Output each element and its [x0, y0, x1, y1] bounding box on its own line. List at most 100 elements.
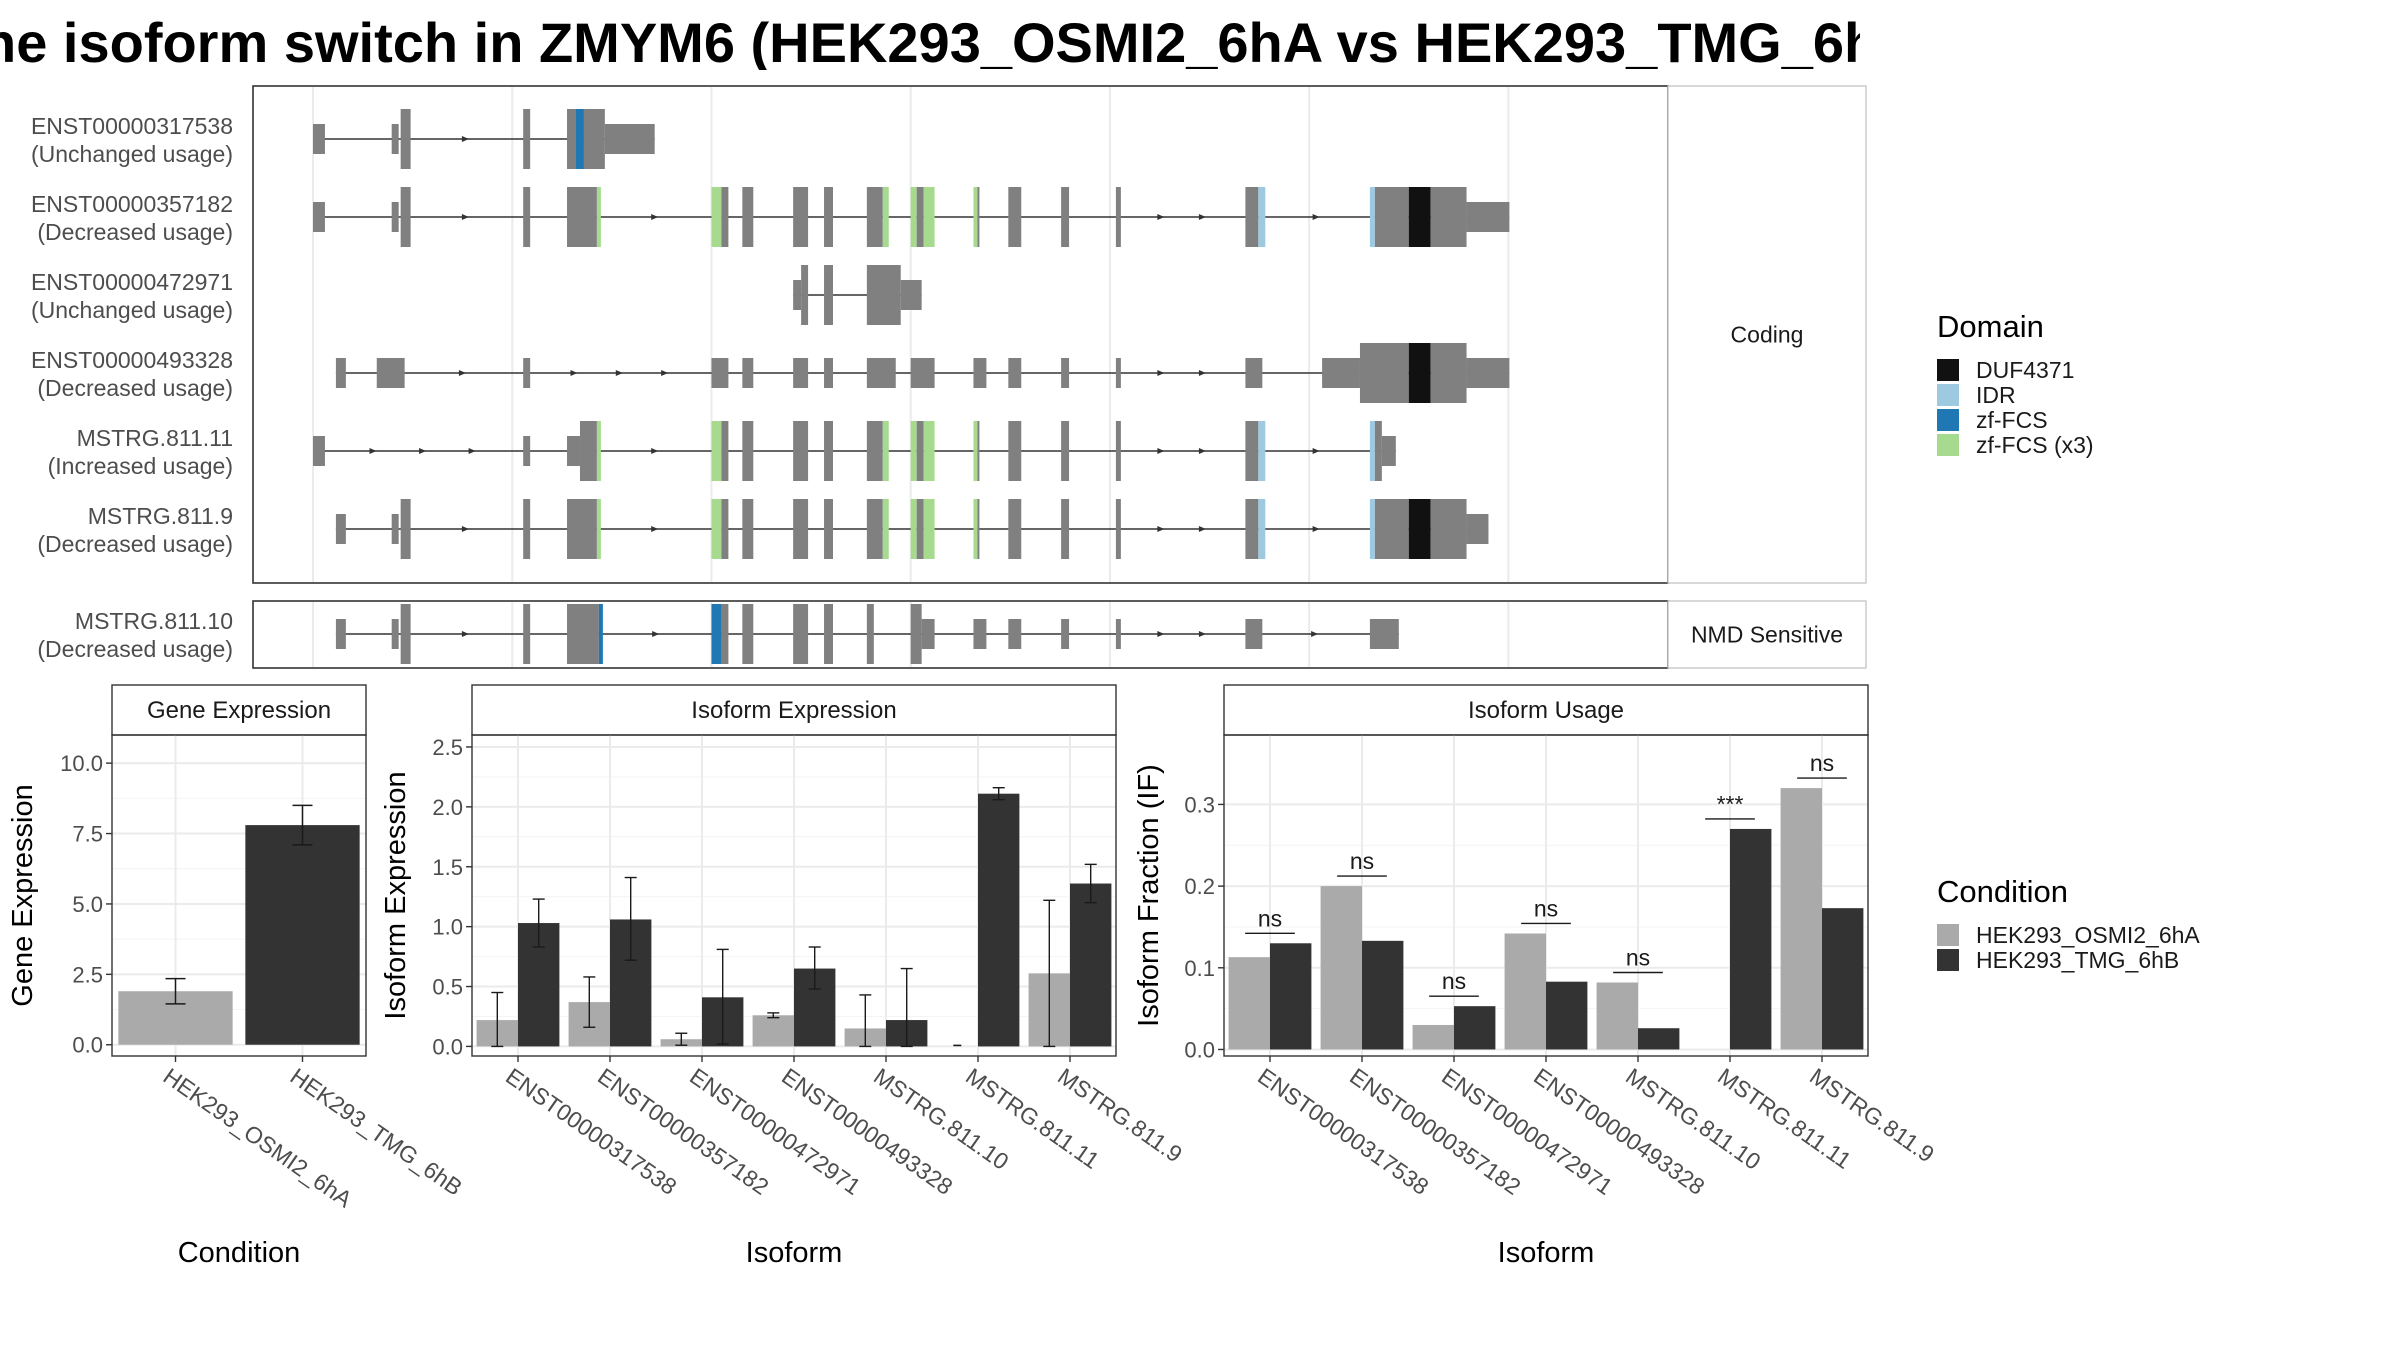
bar — [1228, 957, 1270, 1050]
exon-block — [1245, 421, 1259, 481]
transcript-row: ENST00000357182(Decreased usage) — [31, 187, 1510, 247]
exon-block — [866, 187, 883, 247]
exon-block — [824, 187, 833, 247]
exon-block — [793, 280, 802, 310]
transcript-id: MSTRG.811.11 — [77, 425, 233, 451]
exon-block — [742, 358, 754, 388]
exon-block — [882, 187, 889, 247]
legend-label: IDR — [1976, 382, 2016, 408]
exon-block — [1008, 421, 1022, 481]
exon-block — [910, 358, 935, 388]
exon-block — [866, 421, 883, 481]
exon-block — [923, 499, 935, 559]
direction-arrow — [1198, 631, 1206, 637]
significance-label: *** — [1717, 791, 1744, 817]
exon-block — [400, 604, 411, 664]
legend-title: Condition — [1937, 874, 2068, 909]
exon-block — [400, 109, 411, 169]
exon-block — [711, 358, 729, 388]
transcript-status: (Decreased usage) — [37, 219, 233, 245]
exon-block — [1369, 421, 1375, 481]
exon-block — [391, 202, 399, 232]
exon-block — [1008, 619, 1022, 649]
exon-block — [793, 499, 809, 559]
bar — [1362, 940, 1404, 1050]
x-tick-label: ENST00000317538 — [501, 1063, 681, 1200]
exon-block — [313, 436, 325, 466]
exon-block — [579, 421, 597, 481]
exon-block — [711, 499, 722, 559]
exon-block — [977, 187, 980, 247]
y-tick-label: 2.5 — [432, 735, 463, 760]
exon-block — [1245, 187, 1259, 247]
exon-block — [1008, 358, 1022, 388]
exon-block — [1466, 514, 1489, 544]
exon-block — [921, 619, 935, 649]
exon-block — [973, 499, 978, 559]
panel-title: Isoform Usage — [1468, 697, 1624, 724]
transcript-status: (Increased usage) — [48, 453, 233, 479]
exon-block — [866, 604, 874, 664]
coding-strip — [1667, 85, 1867, 584]
direction-arrow — [468, 448, 476, 454]
transcript-status: (Decreased usage) — [37, 636, 233, 662]
x-axis-title: Isoform — [746, 1237, 843, 1269]
bar-panel: Gene ExpressionHEK293_OSMI2_6hAHEK293_TM… — [7, 684, 467, 1269]
exon-block — [1258, 187, 1266, 247]
exon-block — [604, 124, 655, 154]
bar — [1638, 1028, 1680, 1050]
exon-block — [923, 187, 935, 247]
exon-block — [793, 358, 809, 388]
transcript-id: ENST00000317538 — [31, 113, 233, 139]
transcript-id: ENST00000493328 — [31, 347, 233, 373]
exon-block — [916, 187, 924, 247]
exon-block — [973, 619, 987, 649]
exon-block — [711, 604, 722, 664]
panel-frame — [111, 734, 367, 1057]
exon-block — [1369, 499, 1375, 559]
x-tick-label: ENST00000493328 — [1529, 1063, 1709, 1200]
y-axis-title: Isoform Fraction (IF) — [1133, 764, 1165, 1027]
bar — [1822, 908, 1864, 1050]
bar — [752, 1015, 794, 1047]
exon-block — [1408, 187, 1431, 247]
exon-block — [391, 619, 399, 649]
significance-label: ns — [1442, 968, 1466, 994]
exon-block — [742, 499, 754, 559]
direction-arrow — [461, 214, 469, 220]
legend-swatch — [1937, 924, 1959, 946]
transcript-status: (Unchanged usage) — [31, 297, 233, 323]
direction-arrow — [615, 370, 623, 376]
direction-arrow — [1198, 448, 1206, 454]
exon-block — [711, 187, 722, 247]
exon-block — [824, 604, 833, 664]
exon-block — [523, 109, 531, 169]
exon-block — [523, 187, 531, 247]
legend-title: Domain — [1937, 309, 2044, 344]
direction-arrow — [1198, 526, 1206, 532]
legend-swatch — [1937, 359, 1959, 381]
nmd-strip — [1667, 600, 1867, 669]
legend-swatch — [1937, 384, 1959, 406]
panel-strip — [111, 684, 367, 736]
exon-block — [391, 124, 399, 154]
exon-block — [801, 265, 809, 325]
direction-arrow — [1312, 448, 1320, 454]
x-axis-title: Isoform — [1498, 1237, 1595, 1269]
exon-block — [335, 514, 346, 544]
exon-block — [910, 499, 917, 559]
exon-block — [923, 421, 935, 481]
exon-block — [910, 421, 917, 481]
exon-block — [1061, 619, 1070, 649]
direction-arrow — [419, 448, 427, 454]
direction-arrow — [461, 136, 469, 142]
y-tick-label: 0.0 — [432, 1034, 463, 1059]
exon-block — [567, 109, 576, 169]
direction-arrow — [461, 526, 469, 532]
exon-block — [376, 358, 405, 388]
exon-block — [824, 265, 833, 325]
direction-arrow — [651, 214, 659, 220]
